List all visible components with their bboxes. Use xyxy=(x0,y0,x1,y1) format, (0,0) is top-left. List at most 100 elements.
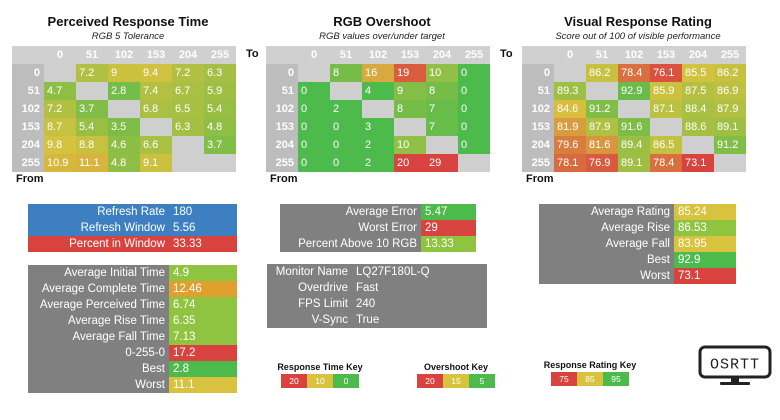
monitor-row: Monitor Name LQ27F180L-Q xyxy=(267,264,487,280)
overshoot-row: Average Error 5.47 xyxy=(280,204,476,220)
heatmap-cell: 8.7 xyxy=(44,118,76,136)
heatmap-to-label: To xyxy=(246,48,259,60)
heatmap-cell: 0 xyxy=(330,118,362,136)
heatmap-response-time: 0 51 102 153 204 255 0 7.2 9 9.4 7.2 6.3 51 4.7 2.8 7.4… xyxy=(12,46,236,172)
refresh-row: Refresh Rate 180 xyxy=(28,204,237,220)
response-row: Average Perceived Time 6.74 xyxy=(28,297,237,313)
heatmap-cell xyxy=(172,136,204,154)
heatmap-cell: 88.4 xyxy=(682,100,714,118)
heatmap-cell: 5.4 xyxy=(76,118,108,136)
heatmap-subtitle-rating: Score out of 100 of visible performance xyxy=(555,31,721,42)
rating-value: 83.95 xyxy=(674,236,736,252)
heatmap-cell: 89.1 xyxy=(714,118,746,136)
row-header-51: 51 xyxy=(266,82,298,100)
heatmap-cell: 89.1 xyxy=(618,154,650,172)
monitor-label: V-Sync xyxy=(267,312,352,328)
heatmap-cell: 6.3 xyxy=(172,118,204,136)
osrtt-logo-text: OSRTT xyxy=(710,357,760,374)
heatmap-cell xyxy=(76,82,108,100)
monitor-row: FPS Limit 240 xyxy=(267,296,487,312)
response-label: Best xyxy=(28,361,169,377)
overshoot-key: 20 15 5 xyxy=(417,374,495,388)
heatmap-cell: 91.6 xyxy=(618,118,650,136)
heatmap-cell: 85.9 xyxy=(650,82,682,100)
heatmap-cell: 0 xyxy=(298,82,330,100)
heatmap-from-label: From xyxy=(526,173,554,185)
heatmap-cell: 4.6 xyxy=(108,136,140,154)
row-header-102: 102 xyxy=(266,100,298,118)
column-header-204: 204 xyxy=(682,46,714,64)
heatmap-title-response-time: Perceived Response Time xyxy=(47,14,209,29)
rating-row: Best 92.9 xyxy=(539,252,736,268)
heatmap-cell xyxy=(458,154,490,172)
heatmap-cell: 3.7 xyxy=(76,100,108,118)
row-header-153: 153 xyxy=(12,118,44,136)
heatmap-cell: 0 xyxy=(330,154,362,172)
heatmap-cell: 7.4 xyxy=(140,82,172,100)
heatmap-cell: 3.7 xyxy=(204,136,236,154)
heatmap-cell: 9.8 xyxy=(44,136,76,154)
heatmap-cell: 9.4 xyxy=(140,64,172,82)
heatmap-cell: 81.9 xyxy=(554,118,586,136)
heatmap-cell: 4.8 xyxy=(204,118,236,136)
heatmap-cell xyxy=(714,154,746,172)
heatmap-cell: 6.3 xyxy=(204,64,236,82)
response-label: Average Fall Time xyxy=(28,329,169,345)
row-header-255: 255 xyxy=(266,154,298,172)
heatmap-cell: 87.5 xyxy=(682,82,714,100)
heatmap-cell: 85.5 xyxy=(682,64,714,82)
heatmap-cell xyxy=(108,100,140,118)
heatmap-cell: 6.6 xyxy=(140,136,172,154)
heatmap-cell: 76.1 xyxy=(650,64,682,82)
column-header-153: 153 xyxy=(650,46,682,64)
response-label: Average Complete Time xyxy=(28,281,169,297)
heatmap-cell: 7.2 xyxy=(76,64,108,82)
heatmap-cell: 7 xyxy=(426,100,458,118)
heatmap-cell xyxy=(44,64,76,82)
heatmap-cell: 0 xyxy=(298,136,330,154)
response-time-panel: Average Initial Time 4.9 Average Complete … xyxy=(28,265,237,393)
heatmap-cell: 4 xyxy=(362,82,394,100)
heatmap-cell: 4.7 xyxy=(44,82,76,100)
key-swatch: 10 xyxy=(307,374,333,388)
rating-value: 73.1 xyxy=(674,268,736,284)
refresh-row: Refresh Window 5.56 xyxy=(28,220,237,236)
heatmap-cell: 84.6 xyxy=(554,100,586,118)
heatmap-corner-cell xyxy=(12,46,44,64)
response-row: Best 2.8 xyxy=(28,361,237,377)
rating-label: Best xyxy=(539,252,674,268)
row-header-0: 0 xyxy=(12,64,44,82)
heatmap-cell: 89.4 xyxy=(618,136,650,154)
heatmap-cell xyxy=(172,154,204,172)
heatmap-cell: 3.5 xyxy=(108,118,140,136)
response-row: Average Initial Time 4.9 xyxy=(28,265,237,281)
heatmap-cell: 3 xyxy=(362,118,394,136)
heatmap-cell: 73.1 xyxy=(682,154,714,172)
heatmap-cell: 9 xyxy=(108,64,140,82)
refresh-label: Refresh Window xyxy=(28,220,169,236)
response-row: Worst 11.1 xyxy=(28,377,237,393)
heatmap-cell: 81.6 xyxy=(586,136,618,154)
response-value: 6.35 xyxy=(169,313,237,329)
heatmap-cell: 78.4 xyxy=(650,154,682,172)
refresh-value: 33.33 xyxy=(169,236,237,252)
monitor-value: True xyxy=(352,312,487,328)
refresh-label: Percent in Window xyxy=(28,236,169,252)
heatmap-cell: 8 xyxy=(394,100,426,118)
refresh-panel: Refresh Rate 180 Refresh Window 5.56 Percent… xyxy=(28,204,237,252)
row-header-204: 204 xyxy=(12,136,44,154)
heatmap-cell: 86.2 xyxy=(714,64,746,82)
heatmap-cell: 7.2 xyxy=(172,64,204,82)
overshoot-panel: Average Error 5.47 Worst Error 29 Percent Ab… xyxy=(280,204,476,252)
key-swatch: 15 xyxy=(443,374,469,388)
heatmap-cell: 6.8 xyxy=(140,100,172,118)
heatmap-title-overshoot: RGB Overshoot xyxy=(333,14,431,29)
heatmap-cell: 19 xyxy=(394,64,426,82)
heatmap-cell xyxy=(330,82,362,100)
column-header-255: 255 xyxy=(204,46,236,64)
heatmap-cell xyxy=(554,64,586,82)
heatmap-cell: 4.8 xyxy=(108,154,140,172)
heatmap-cell xyxy=(682,136,714,154)
heatmap-cell: 79.6 xyxy=(554,136,586,154)
rating-label: Worst xyxy=(539,268,674,284)
